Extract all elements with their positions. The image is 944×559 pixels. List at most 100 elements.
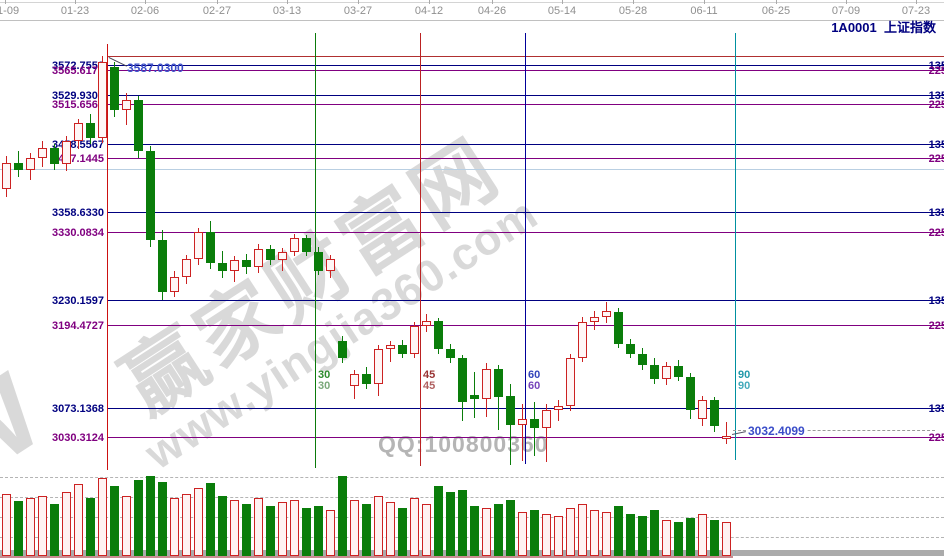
date-axis[interactable]: 01-09 01-23 02-06 02-27 03-13 03-27 04-12 04-26…: [0, 0, 944, 21]
date-tick: [633, 0, 634, 4]
candle-body-up: [590, 316, 599, 323]
volume-bar-down: [446, 492, 455, 556]
volume-bar-up: [374, 496, 383, 556]
candle-body-down: [650, 364, 659, 379]
gann-right-label: 225: [928, 153, 944, 165]
volume-bar-up: [254, 498, 263, 556]
price-level-label: 3330.0834: [52, 227, 104, 239]
candle-body-up: [350, 374, 359, 386]
watermark-qq: QQ:100800360: [378, 431, 549, 457]
candle-body-down: [494, 368, 503, 398]
candle-body-up: [566, 357, 575, 406]
volume-bar-down: [266, 506, 275, 556]
gann-vline: [735, 33, 736, 460]
date-label: 03-13: [272, 5, 302, 17]
volume-bar-down: [650, 510, 659, 556]
candle-body-down: [686, 376, 695, 410]
candle-body-down: [14, 163, 23, 170]
ruler-top-line: [0, 2, 944, 3]
cycle-count-label: 60: [528, 369, 541, 381]
volume-bar-up: [230, 500, 239, 556]
volume-gridline: [0, 497, 944, 498]
date-label: 04-26: [477, 5, 507, 17]
candle-wick: [546, 404, 547, 462]
gann-right-label: 225: [928, 320, 944, 332]
gann-right-label: 225: [928, 227, 944, 239]
volume-bar-down: [686, 518, 695, 556]
cycle-count-label: 45: [423, 369, 436, 381]
gann-right-label: 225: [928, 99, 944, 111]
gann-vline: [525, 33, 526, 464]
candle-body-down: [470, 394, 479, 399]
candle-body-down: [314, 252, 323, 272]
price-level-label: 3030.3124: [52, 432, 104, 444]
candle-body-down: [110, 67, 119, 110]
gann-vline: [107, 44, 108, 470]
candle-wick: [390, 341, 391, 362]
candle-body-down: [158, 239, 167, 292]
volume-bar-up: [182, 494, 191, 556]
volume-bar-down: [638, 516, 647, 556]
date-tick: [217, 0, 218, 4]
candle-body-up: [98, 62, 107, 139]
price-level-label: 3565.6177: [52, 65, 104, 77]
volume-bar-up: [602, 512, 611, 556]
gann-right-label: 135: [928, 60, 944, 72]
candle-body-up: [230, 260, 239, 272]
gann-vline: [420, 33, 421, 466]
candle-body-up: [290, 238, 299, 253]
date-tick: [776, 0, 777, 4]
volume-bar-up: [122, 496, 131, 556]
candle-body-up: [2, 163, 11, 190]
candle-body-down: [674, 365, 683, 377]
volume-bar-up: [662, 520, 671, 556]
volume-bar-up: [278, 502, 287, 556]
volume-bar-down: [458, 490, 467, 556]
candle-wick: [522, 404, 523, 461]
candle-body-down: [458, 357, 467, 402]
candle-body-up: [386, 345, 395, 350]
candle-body-down: [434, 320, 443, 350]
candle-body-down: [218, 263, 227, 272]
volume-bar-up: [98, 478, 107, 556]
symbol-title: 1A0001 上证指数: [831, 17, 936, 36]
date-label: 06-25: [761, 5, 791, 17]
candle-body-down: [206, 231, 215, 264]
date-tick: [429, 0, 430, 4]
candle-body-up: [182, 259, 191, 277]
volume-bar-down: [86, 498, 95, 556]
volume-bar-down: [614, 506, 623, 556]
volume-bar-up: [542, 514, 551, 556]
volume-bar-down: [314, 506, 323, 556]
cycle-count-label: 30: [318, 380, 331, 392]
price-level-label: 3437.1445: [52, 153, 104, 165]
volume-bar-down: [398, 508, 407, 556]
price-level-label: 3515.6560: [52, 99, 104, 111]
candle-body-down: [146, 150, 155, 240]
volume-bar-down: [14, 501, 23, 556]
date-label: 05-14: [547, 5, 577, 17]
volume-bar-up: [350, 500, 359, 556]
price-level-label: 3358.6330: [52, 207, 104, 219]
volume-bar-up: [326, 510, 335, 556]
volume-bar-down: [494, 504, 503, 556]
candle-body-down: [302, 238, 311, 253]
date-label: 01-09: [0, 5, 20, 17]
volume-bar-down: [434, 486, 443, 556]
volume-bar-down: [206, 483, 215, 556]
price-level-label: 3230.1597: [52, 295, 104, 307]
volume-bar-up: [566, 508, 575, 556]
candle-wick: [498, 364, 499, 431]
volume-bar-down: [50, 504, 59, 556]
volume-baseline: [0, 556, 733, 558]
cycle-count-label: 60: [528, 380, 541, 392]
volume-bar-down: [218, 496, 227, 556]
volume-bar-down: [506, 500, 515, 556]
volume-bar-up: [2, 494, 11, 556]
candle-body-up: [698, 400, 707, 420]
volume-bar-up: [62, 492, 71, 556]
volume-bar-up: [290, 500, 299, 556]
volume-bar-down: [110, 486, 119, 556]
candle-body-up: [518, 419, 527, 425]
